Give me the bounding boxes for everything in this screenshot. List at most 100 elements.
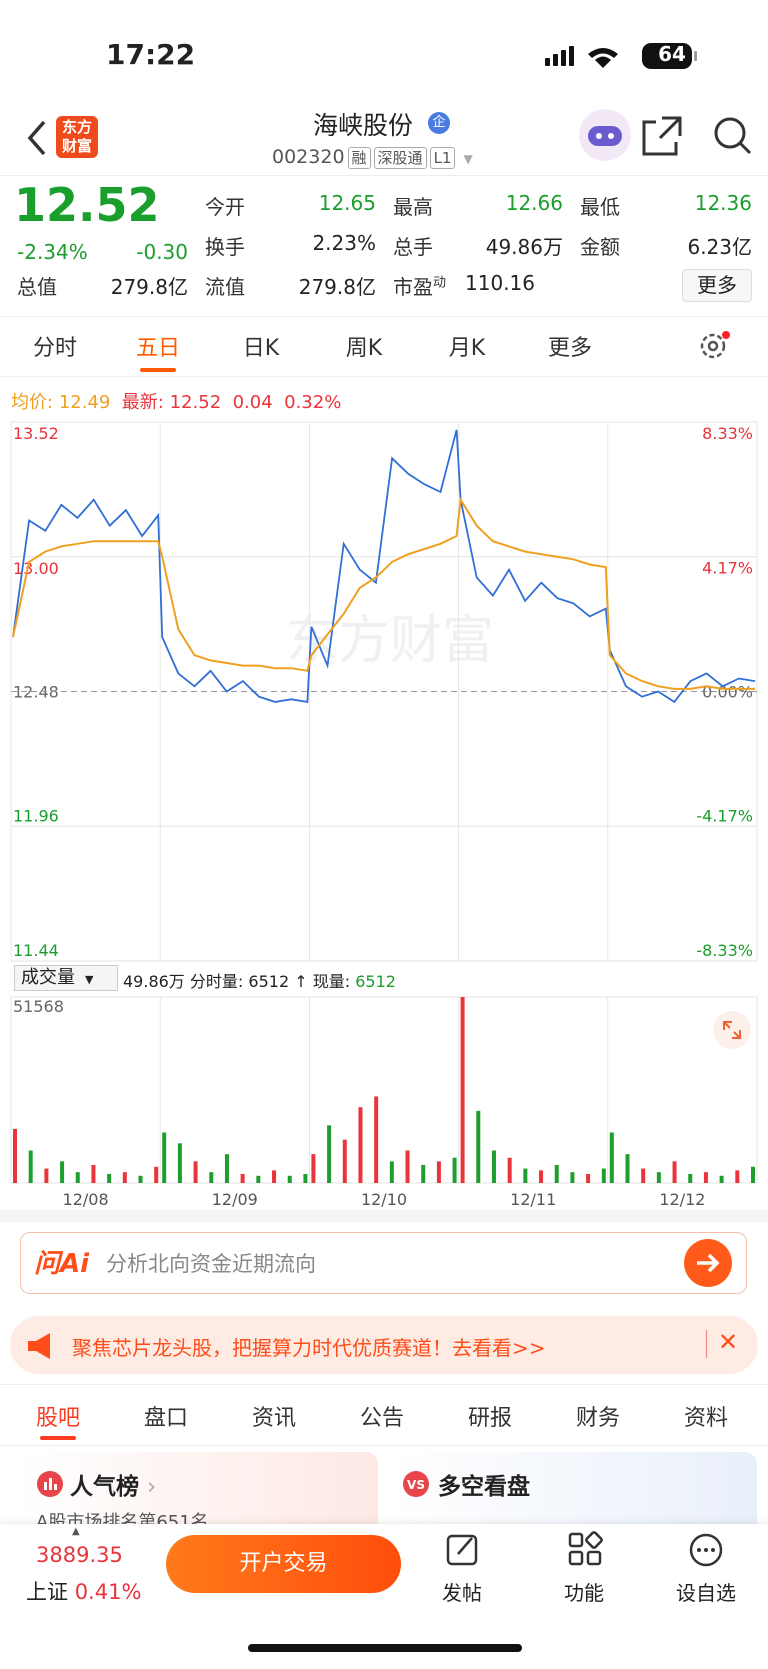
action[interactable]: 功能 xyxy=(564,1581,604,1605)
section-tab[interactable]: 财务 xyxy=(575,1406,620,1431)
search[interactable] xyxy=(714,117,746,149)
last-change-pct: 0.32% xyxy=(284,392,342,413)
battery-level: 64 xyxy=(658,42,686,66)
avg-label: 均价: xyxy=(11,392,54,413)
field-label: 换手 xyxy=(205,235,245,259)
volume-bar xyxy=(625,1154,630,1183)
volume-bar xyxy=(224,1154,229,1183)
tab[interactable]: 分时 xyxy=(32,336,77,361)
field-value: 12.65 xyxy=(318,191,376,215)
ai-logo: 问Ai xyxy=(34,1249,90,1279)
y-tick-label: 51568 xyxy=(13,997,64,1016)
index-line: 上证 0.41% xyxy=(26,1576,141,1606)
volume-bar xyxy=(342,1139,347,1183)
action[interactable]: 发帖 xyxy=(442,1581,482,1605)
volume-bar xyxy=(641,1168,646,1183)
y-tick-label: 13.52 xyxy=(13,424,59,443)
ai-send[interactable] xyxy=(683,1238,733,1288)
field-label: 最高 xyxy=(393,195,433,219)
tab[interactable]: 五日 xyxy=(135,336,180,361)
tab[interactable]: 更多 xyxy=(547,336,592,361)
section-tab[interactable]: 研报 xyxy=(467,1406,512,1431)
x-tick-label: 12/12 xyxy=(659,1190,705,1209)
field-value: 279.8亿 xyxy=(298,275,376,299)
back-button[interactable] xyxy=(22,118,52,158)
volume-bar xyxy=(735,1170,740,1183)
volume-bar xyxy=(209,1172,214,1183)
avg-price-line xyxy=(12,496,755,690)
field-label: 总手 xyxy=(393,235,433,259)
volume-bar xyxy=(436,1161,441,1183)
volume-bar xyxy=(421,1164,426,1183)
app-logo[interactable]: 东方 财富 xyxy=(56,116,98,158)
banner[interactable] xyxy=(10,1316,758,1374)
volume-bar xyxy=(460,997,465,1183)
volume-bar xyxy=(507,1157,512,1183)
volume-bar xyxy=(311,1154,316,1183)
home-indicator xyxy=(248,1644,522,1652)
share[interactable] xyxy=(642,116,682,156)
volume-bar xyxy=(539,1170,544,1183)
index-name: 上证 xyxy=(26,1580,68,1604)
volume-bar xyxy=(75,1172,80,1183)
banner-icon xyxy=(28,1333,50,1359)
settings[interactable] xyxy=(698,328,738,368)
index-value: 3889.35 xyxy=(36,1543,123,1567)
banner-close[interactable]: ✕ xyxy=(718,1328,739,1356)
change-pct: -2.34% xyxy=(17,240,88,264)
section-tab[interactable]: 股吧 xyxy=(35,1406,80,1431)
chart-frame xyxy=(10,996,758,1184)
svg-text:VS: VS xyxy=(407,1478,425,1492)
volume-bar xyxy=(240,1173,245,1183)
badge: 企 xyxy=(428,112,450,134)
y-tick-label: 11.96 xyxy=(13,806,59,825)
volume-bar xyxy=(13,1128,17,1183)
trade-button[interactable]: 开户交易 xyxy=(166,1535,401,1593)
volume-bar xyxy=(656,1172,661,1183)
field-label: 市盈动 xyxy=(393,275,447,299)
volume-bar xyxy=(688,1173,693,1183)
volume-bar xyxy=(476,1110,481,1183)
volume-bar xyxy=(122,1172,127,1183)
volume-selector[interactable]: 成交量 ▼ xyxy=(14,965,118,991)
tab[interactable]: 日K xyxy=(242,336,280,361)
tag: 深股通 xyxy=(373,147,427,169)
ai-bar[interactable] xyxy=(20,1232,747,1294)
x-tick-label: 12/08 xyxy=(63,1190,109,1209)
field-value: 110.16 xyxy=(465,271,535,295)
tab-underline xyxy=(140,368,176,372)
action[interactable]: 设自选 xyxy=(676,1581,736,1605)
volume-bar xyxy=(491,1150,496,1183)
tab[interactable]: 周K xyxy=(345,336,383,361)
expand-button[interactable] xyxy=(712,1010,752,1050)
section-tab[interactable]: 公告 xyxy=(359,1406,404,1431)
field-label: 最低 xyxy=(580,195,620,219)
y2-tick-label: 4.17% xyxy=(702,559,753,578)
status-icons xyxy=(545,43,697,69)
field-value: 12.36 xyxy=(694,191,752,215)
card-icon xyxy=(37,1471,63,1497)
tick-volume: 6512 xyxy=(248,972,290,991)
volume-bar xyxy=(389,1161,394,1183)
section-tab[interactable]: 资讯 xyxy=(251,1406,296,1431)
index-change: 0.41% xyxy=(74,1580,142,1604)
volume-total: 49.86万 xyxy=(123,972,185,991)
section-tab[interactable]: 盘口 xyxy=(143,1406,188,1431)
volume-bar xyxy=(751,1166,755,1183)
last-label: 最新: xyxy=(121,392,164,413)
tick-label: 分时量: xyxy=(189,972,244,991)
tab[interactable]: 月K xyxy=(448,336,486,361)
field-value: 12.66 xyxy=(505,191,563,215)
ai-prompt: 分析北向资金近期流向 xyxy=(106,1252,316,1276)
y-tick-label: 13.00 xyxy=(13,559,59,578)
field-value: 279.8亿 xyxy=(110,275,188,299)
field-label: 金额 xyxy=(580,235,620,259)
field-label: 流值 xyxy=(205,275,245,299)
logo-text: 东方 xyxy=(61,118,92,136)
y2-tick-label: -8.33% xyxy=(696,941,753,960)
section-tab[interactable]: 资料 xyxy=(683,1406,728,1431)
price: 12.52 xyxy=(14,178,160,232)
volume-bar xyxy=(91,1164,96,1183)
stock-code-line: 002320 融深股通 L1 ▼ xyxy=(272,146,473,169)
more-button[interactable]: 更多 xyxy=(682,269,752,302)
